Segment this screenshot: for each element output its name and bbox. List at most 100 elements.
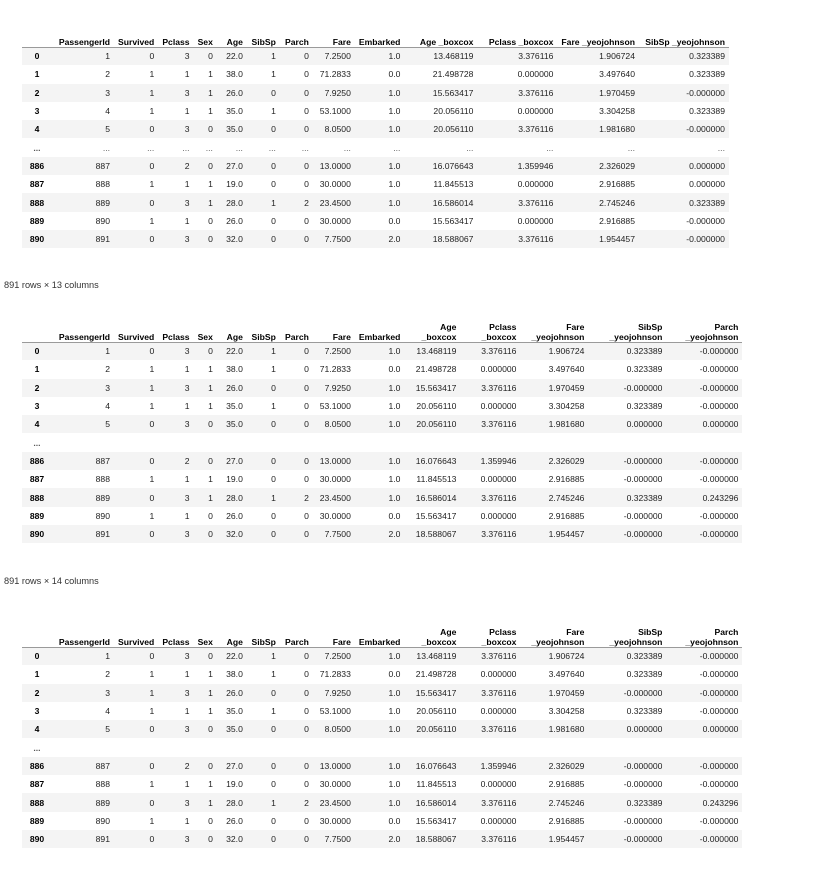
table-cell: 1 <box>149 179 155 190</box>
table-cell: 5 <box>105 724 110 735</box>
row-index: 2 <box>34 382 40 393</box>
table-cell: 18.588067 <box>415 529 457 540</box>
table-cell: 20.056110 <box>433 124 474 135</box>
table-cell: 3 <box>184 87 190 98</box>
table-cell: 71.2833 <box>319 364 351 375</box>
dataframe-output-2: PassengerId Survived Pclass Sex Age SibS… <box>0 312 830 586</box>
table-row: 886 887 0 2 0 27.0 0 0 13.0000 1.0 16.076643 1.3599… <box>22 756 743 776</box>
table-cell: 2.745246 <box>599 197 635 208</box>
table-cell: 3 <box>184 419 190 430</box>
table-cell: 1 <box>149 87 155 98</box>
table-cell: 8.0500 <box>324 419 351 430</box>
table-cell: 16.076643 <box>415 455 457 466</box>
table-cell: 38.0 <box>226 364 243 375</box>
table-cell: 3 <box>184 834 190 845</box>
table-cell: 0.0 <box>388 669 401 680</box>
table-cell: 1 <box>149 779 155 790</box>
table-cell: 20.056110 <box>416 706 457 717</box>
table-cell: 1 <box>208 179 213 190</box>
table-cell: 0 <box>149 346 155 357</box>
table-cell: 20.056110 <box>433 106 474 117</box>
table-cell: 26.0 <box>226 382 243 393</box>
table-body: 0 1 0 3 0 22.0 1 0 7.2500 1.0 13.468119 3.376116 1.9… <box>22 647 743 849</box>
table-cell: 11.845513 <box>416 474 457 485</box>
table-cell: 1.0 <box>388 419 401 430</box>
header-cell: Parch _yeojohnson <box>685 321 739 342</box>
table-cell: 0.000000 <box>702 419 739 430</box>
table-cell: 1 <box>184 215 190 226</box>
table-cell: 0.000000 <box>480 401 517 412</box>
table-cell: 1 <box>271 364 276 375</box>
table-cell: 30.0000 <box>319 474 351 485</box>
table-cell: 1 <box>271 669 276 680</box>
table-cell: 13.0000 <box>319 160 351 171</box>
table-cell: 888 <box>95 779 110 790</box>
ellipsis-row: ... <box>22 738 742 756</box>
table-cell: 3.376116 <box>518 51 554 62</box>
table-cell: 0 <box>304 455 309 466</box>
table-cell: 3.304258 <box>599 106 635 117</box>
table-cell: 15.563417 <box>415 687 457 698</box>
table-cell: 23.4500 <box>319 797 351 808</box>
table-cell: -0.000000 <box>699 401 739 412</box>
row-index: ... <box>33 437 41 448</box>
table-cell: 0 <box>271 455 276 466</box>
table-cell <box>666 433 742 451</box>
table-cell: 0 <box>149 651 155 662</box>
table-cell: 0.243296 <box>702 492 739 503</box>
table-cell: 1.970459 <box>599 87 635 98</box>
table-row: 886 887 0 2 0 27.0 0 0 13.0000 1.0 16.076643 1.3599… <box>22 156 729 176</box>
dataframe-shape-note: 891 rows × 14 columns <box>4 576 99 586</box>
table-cell: -0.000000 <box>623 687 663 698</box>
table-cell: 887 <box>95 455 110 466</box>
table-cell <box>247 433 280 451</box>
table-row: 887 888 1 1 1 19.0 0 0 30.0000 1.0 11.845513 0.0000… <box>22 470 742 488</box>
table-cell: ... <box>627 142 635 153</box>
table-cell: 0 <box>149 760 155 771</box>
header-cell: Fare <box>332 36 351 47</box>
row-index: 887 <box>29 179 45 190</box>
table-cell: 0 <box>304 234 309 245</box>
table-cell: 28.0 <box>226 492 243 503</box>
table-cell: ... <box>147 142 155 153</box>
table-cell: 18.588067 <box>432 234 474 245</box>
table-cell: 3.376116 <box>518 197 554 208</box>
ellipsis-row: ... <box>22 433 742 451</box>
table-cell: 1 <box>149 69 155 80</box>
table-cell: 0.000000 <box>480 474 517 485</box>
table-cell: 3.376116 <box>481 651 517 662</box>
table-cell: 1.906724 <box>548 346 585 357</box>
header-row: PassengerId Survived Pclass Sex Age SibS… <box>22 312 743 342</box>
table-cell <box>666 738 742 756</box>
header-cell: PassengerId <box>58 331 110 342</box>
table-cell: 15.563417 <box>415 815 457 826</box>
header-cell: Survived <box>118 36 155 47</box>
table-cell: 21.498728 <box>415 364 457 375</box>
header-cell: Fare _yeojohnson <box>561 36 635 47</box>
table-cell: 0 <box>149 492 155 503</box>
table-cell: 1.0 <box>388 706 401 717</box>
table-cell: 0 <box>149 529 155 540</box>
table-cell: 1 <box>184 69 190 80</box>
table-cell: 0 <box>304 687 309 698</box>
table-cell: 38.0 <box>226 69 243 80</box>
table-cell: 0 <box>304 760 309 771</box>
table-cell: 0 <box>149 455 155 466</box>
table-cell: 15.563417 <box>432 215 474 226</box>
table-cell: -0.000000 <box>686 124 725 135</box>
table-cell: -0.000000 <box>699 687 739 698</box>
table-cell: 0 <box>304 724 309 735</box>
table-cell: 13.468119 <box>416 651 457 662</box>
table-cell <box>313 433 355 451</box>
table-cell: 0 <box>271 687 276 698</box>
table-cell: 0.000000 <box>480 364 517 375</box>
table-cell: 0.000000 <box>517 69 554 80</box>
table-cell: 0.0 <box>388 815 401 826</box>
table-cell: 1 <box>149 510 155 521</box>
table-row: 3 4 1 1 1 35.0 1 0 53.1000 1.0 20.056110 0.000000 3.… <box>22 397 742 415</box>
table-cell: 2 <box>105 69 110 80</box>
table-cell: 1 <box>271 492 276 503</box>
table-cell: 1.0 <box>388 382 401 393</box>
table-cell: 7.2500 <box>324 651 351 662</box>
table-cell: 0 <box>271 474 276 485</box>
